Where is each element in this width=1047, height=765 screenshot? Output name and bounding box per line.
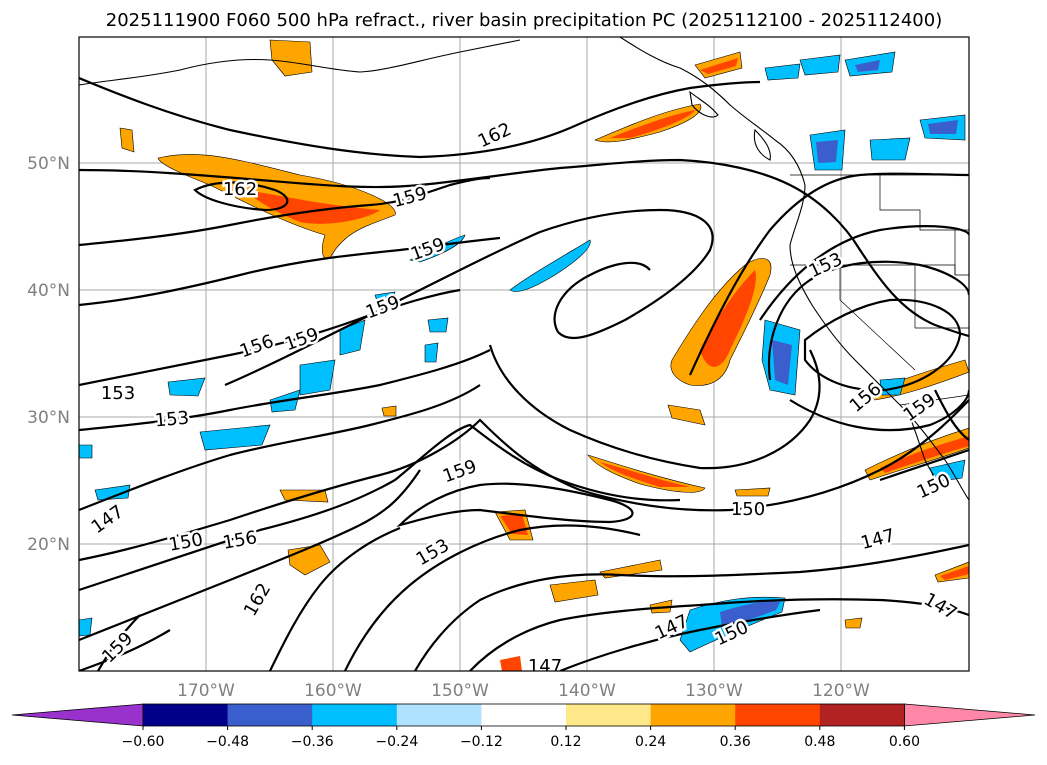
lon-label-170w: 170°W xyxy=(177,681,235,701)
colorbar-bin xyxy=(396,704,482,726)
lat-label-40n: 40°N xyxy=(27,281,70,301)
shading-negative xyxy=(79,51,966,653)
lat-label-50n: 50°N xyxy=(27,154,70,174)
coastlines xyxy=(79,37,969,501)
latitude-labels: 50°N 40°N 30°N 20°N xyxy=(27,154,70,555)
colorbar-bin xyxy=(650,704,736,726)
lon-label-120w: 120°W xyxy=(812,681,870,701)
colorbar-tick-label: −0.24 xyxy=(375,734,418,750)
colorbar-tick-label: −0.12 xyxy=(460,734,503,750)
colorbar-tick-label: −0.48 xyxy=(206,734,249,750)
colorbar-tick-label: 0.12 xyxy=(550,734,581,750)
figure-title: 2025111900 F060 500 hPa refract., river … xyxy=(106,10,942,31)
contour-label: 147 xyxy=(528,656,562,677)
colorbar-bin xyxy=(566,704,652,726)
lat-label-30n: 30°N xyxy=(27,408,70,428)
colorbar-bin xyxy=(143,704,229,726)
lon-label-160w: 160°W xyxy=(304,681,362,701)
lon-label-130w: 130°W xyxy=(685,681,743,701)
contour-label: 150 xyxy=(731,499,765,520)
colorbar-bin xyxy=(819,704,905,726)
contour-label: 153 xyxy=(101,383,135,404)
contour-label: 153 xyxy=(154,408,190,432)
lat-label-20n: 20°N xyxy=(27,535,70,555)
lon-label-140w: 140°W xyxy=(558,681,616,701)
colorbar-tick-label: 0.48 xyxy=(804,734,835,750)
colorbar-bin xyxy=(312,704,398,726)
map-frame xyxy=(78,36,970,672)
colorbar-extend-max xyxy=(904,703,1036,727)
colorbar-tick-label: 0.36 xyxy=(720,734,751,750)
longitude-labels: 170°W 160°W 150°W 140°W 130°W 120°W xyxy=(177,681,870,701)
colorbar-tick-label: −0.60 xyxy=(122,734,165,750)
height-contours xyxy=(79,76,969,671)
contour-label: 162 xyxy=(223,179,257,200)
colorbar-bin xyxy=(481,704,567,726)
colorbar-bin xyxy=(735,704,821,726)
colorbar-bin xyxy=(227,704,313,726)
colorbar-extend-min xyxy=(11,703,144,727)
lon-label-150w: 150°W xyxy=(431,681,489,701)
colorbar-tick-label: 0.60 xyxy=(889,734,920,750)
colorbar-tick-label: 0.24 xyxy=(635,734,666,750)
colorbar: −0.60 −0.48 −0.36 −0.24 −0.12 0.12 0.24 0.36 0.4… xyxy=(11,703,1036,750)
colorbar-tick-label: −0.36 xyxy=(291,734,334,750)
